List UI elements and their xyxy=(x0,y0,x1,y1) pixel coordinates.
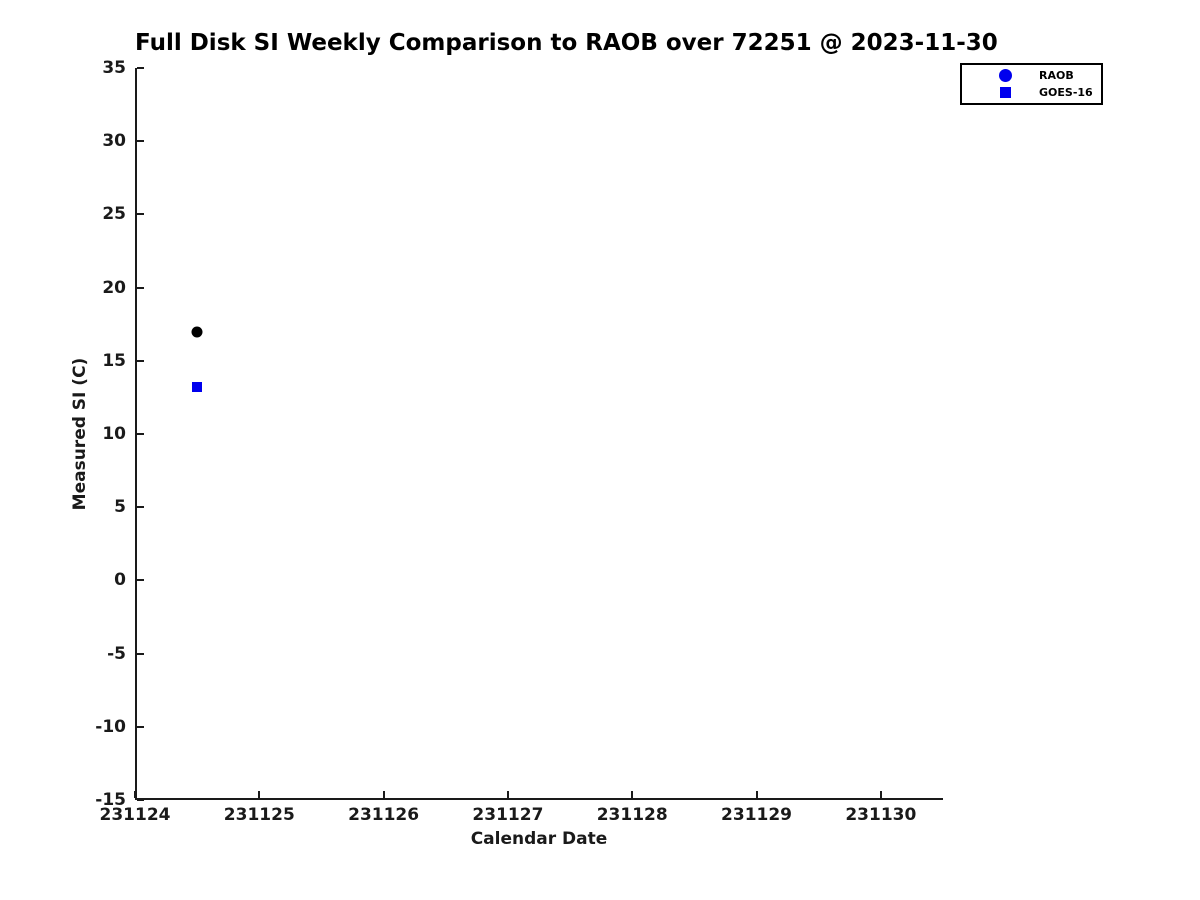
y-tick-mark xyxy=(137,433,144,435)
legend-item-raob: RAOB xyxy=(962,67,1101,84)
y-tick-mark xyxy=(137,725,144,728)
x-tick-label: 231126 xyxy=(348,805,420,825)
y-tick-mark xyxy=(137,213,144,216)
x-tick-label: 231130 xyxy=(845,805,917,825)
x-axis-label: Calendar Date xyxy=(470,829,608,849)
y-tick-mark xyxy=(137,140,144,143)
legend-box: RAOB GOES-16 xyxy=(960,63,1103,105)
y-tick-label: 20 xyxy=(102,277,126,298)
y-tick-mark xyxy=(137,286,144,289)
legend-item-goes-16: GOES-16 xyxy=(962,84,1101,101)
legend-item-label: GOES-16 xyxy=(1039,86,1093,99)
x-tick-label: 231129 xyxy=(721,805,793,825)
x-tick-mark xyxy=(258,791,261,798)
y-tick-mark xyxy=(137,506,144,509)
y-tick-label: 5 xyxy=(114,497,126,518)
x-tick-label: 231127 xyxy=(472,805,544,825)
y-tick-mark xyxy=(137,579,144,582)
data-point-goes-16 xyxy=(192,382,203,393)
legend-swatch-cell xyxy=(997,87,1013,98)
x-tick-mark xyxy=(506,791,509,798)
plot-area xyxy=(135,68,943,800)
goes-16-legend-marker-icon xyxy=(999,87,1011,98)
y-tick-label: 10 xyxy=(102,424,126,444)
y-tick-label: 15 xyxy=(102,350,126,371)
y-tick-label: 35 xyxy=(102,58,126,78)
y-tick-label: 0 xyxy=(114,570,126,591)
y-tick-label: 30 xyxy=(102,131,126,152)
legend-item-label: RAOB xyxy=(1039,69,1074,82)
chart-title: Full Disk SI Weekly Comparison to RAOB o… xyxy=(135,30,998,56)
y-tick-mark xyxy=(137,799,144,801)
y-tick-label: -10 xyxy=(95,716,126,737)
x-tick-mark xyxy=(631,791,634,798)
y-tick-mark xyxy=(137,67,144,69)
raob-legend-marker-icon xyxy=(998,69,1012,82)
x-tick-label: 231125 xyxy=(223,805,295,825)
x-tick-mark xyxy=(134,791,136,798)
y-tick-label: 25 xyxy=(102,204,126,225)
x-tick-label: 231124 xyxy=(99,805,171,825)
x-tick-mark xyxy=(755,791,758,798)
y-tick-mark xyxy=(137,359,144,362)
y-tick-mark xyxy=(137,652,144,655)
data-point-raob xyxy=(191,326,203,338)
x-tick-label: 231128 xyxy=(596,805,668,825)
legend-swatch-cell xyxy=(997,69,1013,82)
y-tick-label: -15 xyxy=(95,790,126,810)
x-tick-mark xyxy=(879,791,882,798)
x-tick-mark xyxy=(382,791,385,798)
y-tick-label: -5 xyxy=(107,643,126,664)
